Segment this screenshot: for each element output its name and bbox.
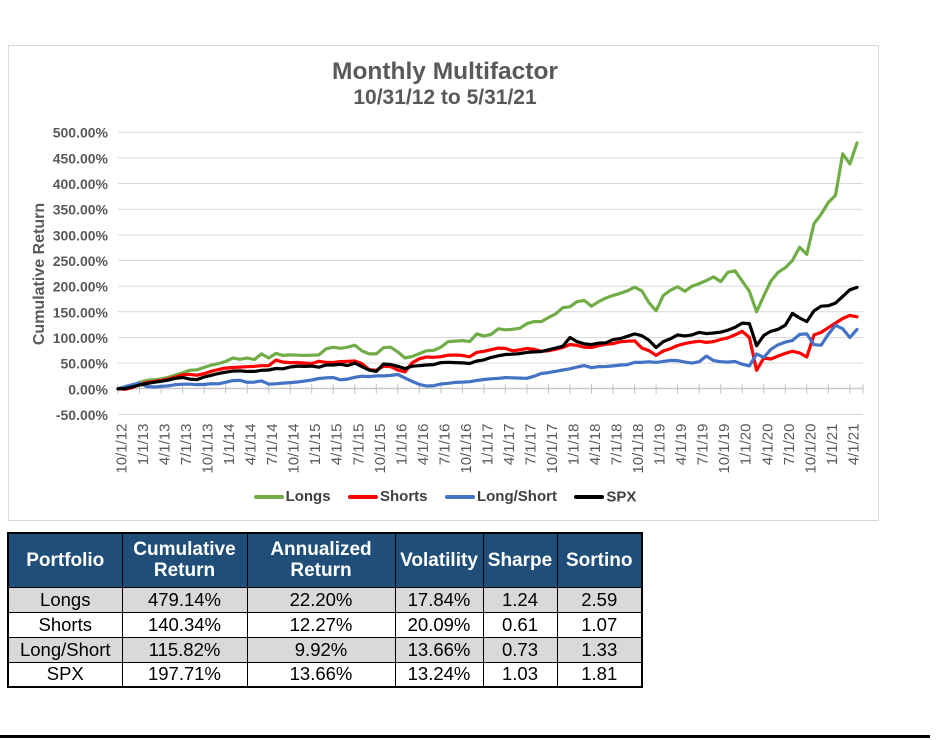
svg-text:100.00%: 100.00% bbox=[53, 330, 109, 346]
svg-text:0.00%: 0.00% bbox=[68, 381, 108, 397]
svg-text:1/1/20: 1/1/20 bbox=[738, 424, 755, 466]
svg-text:1/1/16: 1/1/16 bbox=[393, 424, 410, 466]
svg-text:7/1/17: 7/1/17 bbox=[523, 424, 540, 466]
svg-text:10/1/20: 10/1/20 bbox=[802, 424, 819, 474]
svg-text:7/1/14: 7/1/14 bbox=[264, 424, 281, 466]
svg-text:7/1/16: 7/1/16 bbox=[436, 424, 453, 466]
svg-text:1/1/13: 1/1/13 bbox=[135, 424, 152, 466]
svg-text:10/1/18: 10/1/18 bbox=[630, 424, 647, 474]
svg-text:10/1/17: 10/1/17 bbox=[544, 424, 561, 474]
svg-text:1/1/15: 1/1/15 bbox=[307, 424, 324, 466]
svg-text:350.00%: 350.00% bbox=[53, 202, 109, 218]
svg-text:10/1/19: 10/1/19 bbox=[716, 424, 733, 474]
svg-text:-50.00%: -50.00% bbox=[56, 407, 109, 423]
svg-text:500.00%: 500.00% bbox=[53, 125, 109, 141]
svg-text:10/1/13: 10/1/13 bbox=[200, 424, 217, 474]
svg-text:150.00%: 150.00% bbox=[53, 304, 109, 320]
svg-text:10/1/15: 10/1/15 bbox=[372, 424, 389, 474]
svg-text:1/1/14: 1/1/14 bbox=[221, 424, 238, 466]
svg-text:50.00%: 50.00% bbox=[61, 356, 109, 372]
svg-text:4/1/15: 4/1/15 bbox=[329, 424, 346, 466]
svg-text:300.00%: 300.00% bbox=[53, 227, 109, 243]
svg-text:10/1/14: 10/1/14 bbox=[286, 424, 303, 474]
svg-text:4/1/19: 4/1/19 bbox=[673, 424, 690, 466]
svg-text:1/1/18: 1/1/18 bbox=[566, 424, 583, 466]
svg-text:450.00%: 450.00% bbox=[53, 150, 109, 166]
svg-text:4/1/17: 4/1/17 bbox=[501, 424, 518, 466]
svg-text:4/1/13: 4/1/13 bbox=[157, 424, 174, 466]
svg-text:7/1/15: 7/1/15 bbox=[350, 424, 367, 466]
svg-text:4/1/18: 4/1/18 bbox=[587, 424, 604, 466]
svg-text:4/1/14: 4/1/14 bbox=[243, 424, 260, 466]
svg-text:Cumulative Return: Cumulative Return bbox=[31, 203, 48, 345]
svg-text:10/1/12: 10/1/12 bbox=[114, 424, 131, 474]
svg-text:4/1/21: 4/1/21 bbox=[845, 424, 862, 466]
svg-text:7/1/18: 7/1/18 bbox=[609, 424, 626, 466]
svg-text:7/1/19: 7/1/19 bbox=[695, 424, 712, 466]
svg-text:7/1/20: 7/1/20 bbox=[781, 424, 798, 466]
svg-text:7/1/13: 7/1/13 bbox=[178, 424, 195, 466]
svg-text:1/1/19: 1/1/19 bbox=[652, 424, 669, 466]
svg-text:200.00%: 200.00% bbox=[53, 279, 109, 295]
svg-text:250.00%: 250.00% bbox=[53, 253, 109, 269]
svg-text:400.00%: 400.00% bbox=[53, 176, 109, 192]
svg-text:1/1/21: 1/1/21 bbox=[824, 424, 841, 466]
svg-text:4/1/20: 4/1/20 bbox=[759, 424, 776, 466]
svg-text:4/1/16: 4/1/16 bbox=[415, 424, 432, 466]
svg-text:1/1/17: 1/1/17 bbox=[479, 424, 496, 466]
svg-text:10/1/16: 10/1/16 bbox=[458, 424, 475, 474]
